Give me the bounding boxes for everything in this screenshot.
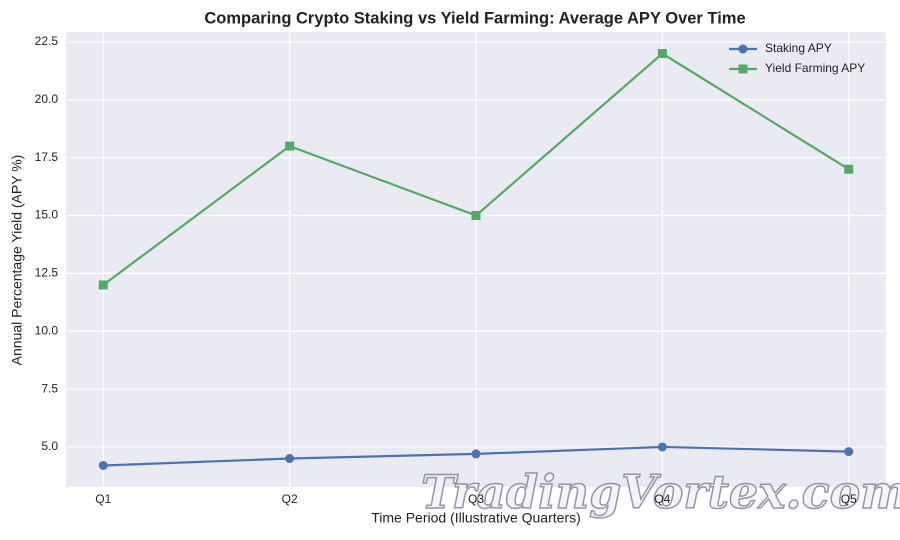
legend-marker	[738, 64, 748, 74]
y-tick-label: 17.5	[35, 150, 59, 164]
legend-label: Yield Farming APY	[765, 61, 865, 75]
y-tick-label: 10.0	[35, 323, 59, 337]
legend: Staking APY Yield Farming APY	[729, 41, 865, 75]
x-tick-label: Q1	[95, 492, 111, 506]
y-tick-label: 12.5	[35, 266, 59, 280]
chart-title: Comparing Crypto Staking vs Yield Farmin…	[204, 9, 745, 27]
x-tick-label: Q5	[841, 492, 857, 506]
data-point	[844, 164, 854, 174]
y-tick-label: 20.0	[35, 92, 59, 106]
data-point	[98, 460, 108, 470]
series	[98, 49, 854, 470]
legend-marker	[738, 44, 748, 54]
watermark: TradingVortex.com	[421, 465, 900, 519]
data-point	[471, 211, 481, 221]
y-tick-label: 22.5	[35, 34, 59, 48]
data-point	[285, 141, 295, 151]
x-axis-label: Time Period (Illustrative Quarters)	[371, 510, 581, 526]
y-tick-label: 5.0	[41, 439, 58, 453]
x-tick-label: Q3	[468, 492, 484, 506]
data-point	[657, 442, 667, 452]
y-tick-label: 7.5	[41, 381, 58, 395]
data-point	[285, 454, 295, 464]
data-point	[98, 280, 108, 290]
legend-label: Staking APY	[765, 41, 832, 55]
y-axis-label: Annual Percentage Yield (APY %)	[9, 155, 25, 366]
data-point	[844, 447, 854, 457]
data-point	[471, 449, 481, 459]
x-tick-label: Q2	[282, 492, 298, 506]
data-point	[657, 49, 667, 59]
x-tick-label: Q4	[654, 492, 670, 506]
grid	[66, 32, 886, 487]
y-tick-label: 15.0	[35, 208, 59, 222]
